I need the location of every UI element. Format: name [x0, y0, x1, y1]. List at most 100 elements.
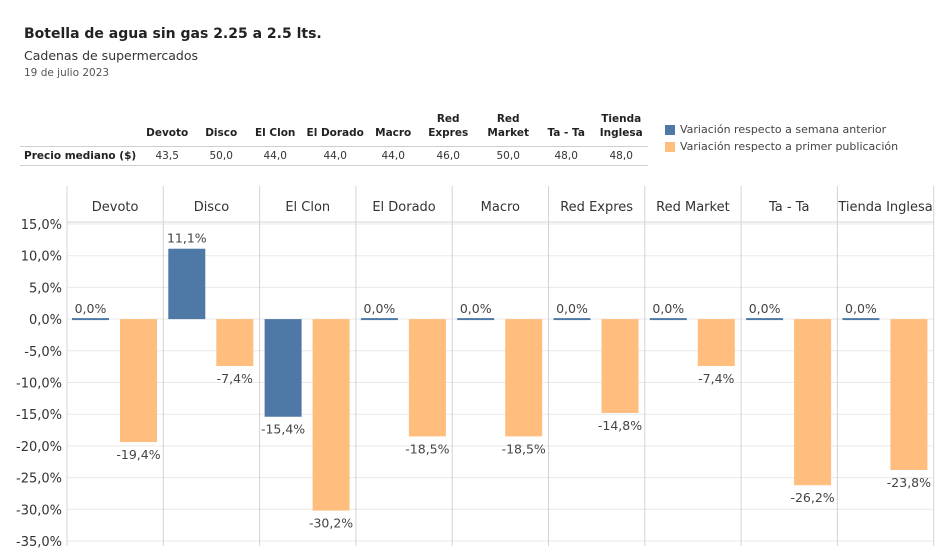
legend-swatch-first — [665, 141, 675, 152]
price-col-header-line: Macro — [375, 127, 412, 139]
price-cell: 48,0 — [538, 146, 595, 166]
bar-weekly-variation — [72, 318, 109, 321]
price-cell: 44,0 — [368, 146, 419, 166]
price-col-header-line: Red — [496, 113, 520, 125]
price-col-header-line: Disco — [205, 127, 238, 139]
bar-first-variation — [794, 319, 832, 486]
bar-first-variation — [120, 319, 157, 443]
bar-first-variation — [890, 319, 928, 470]
price-cell: 44,0 — [302, 146, 369, 166]
y-tick-label: 0,0% — [29, 313, 62, 328]
y-tick-label: -30,0% — [16, 503, 62, 518]
legend-swatch-weekly — [665, 124, 675, 135]
bar-first-variation — [601, 319, 639, 413]
bar-data-label: -19,4% — [116, 447, 160, 462]
y-tick-label: -35,0% — [16, 535, 62, 550]
price-cell: 50,0 — [194, 146, 249, 166]
price-col-header: El Clon — [248, 112, 302, 147]
y-tick-label: -5,0% — [24, 345, 62, 360]
price-col-header: Red Expres — [418, 112, 478, 147]
price-col-header-line: El Dorado — [306, 127, 364, 139]
panel-header-label: El Dorado — [372, 200, 435, 215]
price-col-header-line: Red — [436, 113, 460, 125]
chart-title: Botella de agua sin gas 2.25 a 2.5 lts. — [24, 26, 322, 42]
panel-header-label: Red Expres — [560, 200, 633, 215]
panel-header-label: Red Market — [656, 200, 730, 215]
bar-data-label: 11,1% — [167, 231, 207, 246]
price-col-header-line: El Clon — [254, 127, 296, 139]
bar-data-label: 0,0% — [749, 301, 781, 316]
bar-data-label: -7,4% — [217, 371, 253, 386]
price-cell: 48,0 — [594, 146, 649, 166]
bar-weekly-variation — [168, 248, 206, 320]
bar-weekly-variation — [457, 318, 495, 321]
y-tick-label: 10,0% — [21, 250, 62, 265]
y-tick-label: -25,0% — [16, 472, 62, 487]
bar-data-label: 0,0% — [845, 301, 877, 316]
price-row-label: Precio mediano ($) — [20, 146, 141, 166]
price-col-header-line: Expres — [428, 127, 469, 139]
bar-weekly-variation — [264, 319, 302, 417]
bar-data-label: -30,2% — [309, 516, 353, 531]
bar-data-label: -26,2% — [790, 490, 834, 505]
chart-subtitle: Cadenas de supermercados — [24, 48, 199, 63]
bar-weekly-variation — [360, 318, 398, 321]
chart-date: 19 de julio 2023 — [24, 67, 110, 79]
price-col-header: Ta - Ta — [538, 112, 594, 147]
bar-weekly-variation — [553, 318, 591, 321]
y-tick-label: -20,0% — [16, 440, 62, 455]
y-tick-label: 15,0% — [21, 218, 62, 233]
price-col-header-line: Ta - Ta — [547, 127, 585, 139]
legend-label-first: Variación respecto a primer publicación — [680, 140, 899, 153]
panel-header-label: Disco — [194, 200, 230, 215]
y-tick-label: -10,0% — [16, 377, 62, 392]
price-col-header-line: Tienda — [601, 113, 642, 125]
legend-label-weekly: Variación respecto a semana anterior — [680, 123, 887, 136]
price-col-header-line: Market — [487, 127, 529, 139]
bar-data-label: 0,0% — [652, 301, 684, 316]
legend-item-weekly: Variación respecto a semana anterior — [665, 121, 898, 138]
price-cell: 46,0 — [418, 146, 479, 166]
price-col-header: Devoto — [140, 112, 194, 147]
price-col-header: Disco — [194, 112, 248, 147]
bar-data-label: -18,5% — [405, 441, 449, 456]
bar-first-variation — [312, 319, 350, 511]
price-table-row: Precio mediano ($) 43,5 50,0 44,0 44,0 44,0 4… — [20, 146, 649, 166]
panel-header-label: Ta - Ta — [768, 200, 809, 215]
y-tick-label: 5,0% — [29, 281, 62, 296]
price-col-header: El Dorado — [302, 112, 368, 147]
price-col-header: Red Market — [478, 112, 538, 147]
price-cell: 44,0 — [248, 146, 303, 166]
bar-weekly-variation — [649, 318, 687, 321]
legend-item-first: Variación respecto a primer publicación — [665, 138, 898, 155]
price-col-header-line: Inglesa — [599, 127, 643, 139]
panel-header-label: El Clon — [285, 200, 330, 215]
bar-data-label: -23,8% — [887, 475, 931, 490]
y-tick-label: -15,0% — [16, 408, 62, 423]
panel-header-label: Tienda Inglesa — [837, 200, 932, 215]
bar-data-label: -18,5% — [502, 441, 546, 456]
price-cell: 43,5 — [140, 146, 195, 166]
bar-data-label: -14,8% — [598, 418, 642, 433]
bar-data-label: -15,4% — [261, 422, 305, 437]
bar-weekly-variation — [842, 318, 880, 321]
panel-header-label: Macro — [481, 200, 520, 215]
price-cell: 50,0 — [478, 146, 539, 166]
price-table-header: Devoto Disco El Clon El Dorado Macro Red Expre… — [20, 112, 648, 147]
legend: Variación respecto a semana anterior Var… — [665, 121, 898, 155]
bar-first-variation — [697, 319, 735, 367]
bar-data-label: 0,0% — [556, 301, 588, 316]
bar-first-variation — [216, 319, 254, 367]
price-col-header-line: Devoto — [146, 127, 189, 139]
price-col-header: Macro — [368, 112, 418, 147]
bar-data-label: 0,0% — [460, 301, 492, 316]
bar-first-variation — [505, 319, 543, 437]
bar-data-label: -7,4% — [698, 371, 734, 386]
panel-header-label: Devoto — [92, 200, 139, 215]
bar-data-label: 0,0% — [75, 301, 107, 316]
price-table: Devoto Disco El Clon El Dorado Macro Red Expre… — [20, 112, 649, 166]
bar-first-variation — [408, 319, 446, 437]
price-col-header: Tienda Inglesa — [594, 112, 648, 147]
bar-weekly-variation — [746, 318, 784, 321]
